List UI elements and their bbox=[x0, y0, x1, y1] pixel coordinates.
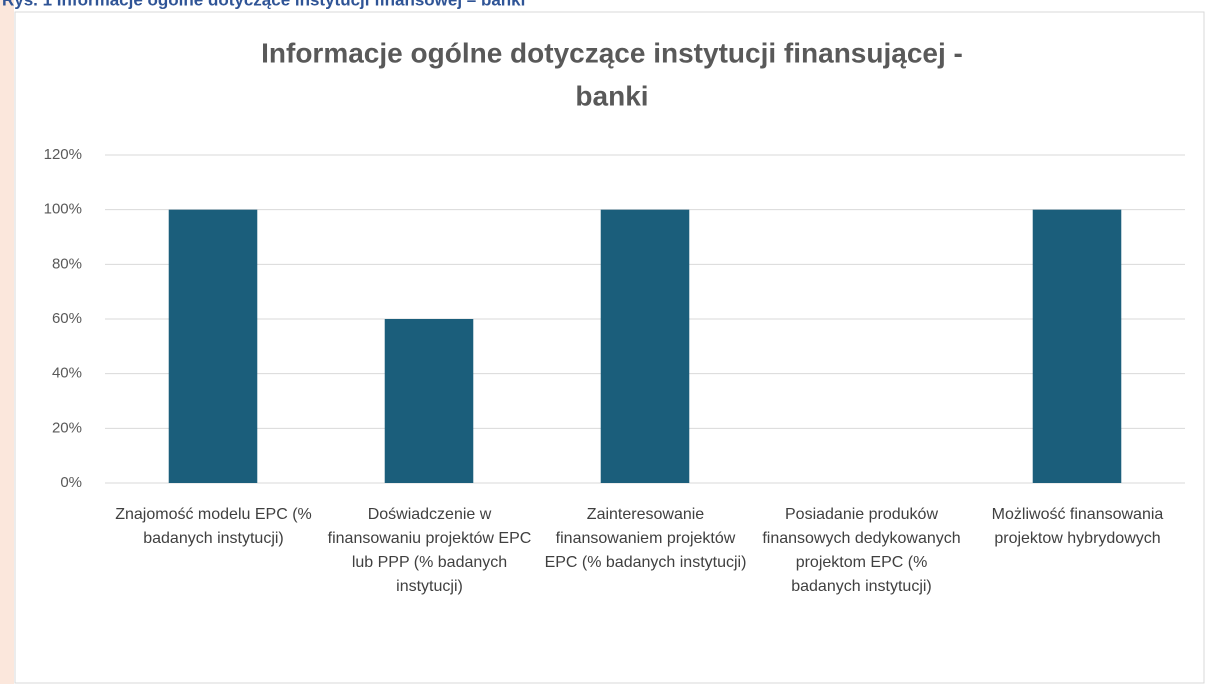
bar bbox=[168, 209, 258, 483]
x-tick-label: Posiadanie produków finansowych dedykowa… bbox=[762, 506, 961, 595]
x-tick-label: Możliwość finansowania projektow hybrydo… bbox=[991, 506, 1164, 547]
x-tick-label: Znajomość modelu EPC (% badanych instytu… bbox=[115, 506, 312, 547]
bar bbox=[384, 319, 474, 483]
bar bbox=[600, 209, 690, 483]
y-tick-label: 0% bbox=[60, 474, 82, 491]
y-tick-label: 80% bbox=[52, 255, 82, 272]
caption-strip bbox=[0, 0, 14, 684]
y-tick-label: 40% bbox=[52, 365, 82, 382]
bar bbox=[1032, 209, 1122, 483]
x-tick-label: Doświadczenie w finansowaniu projektów E… bbox=[327, 506, 532, 595]
y-tick-label: 60% bbox=[52, 310, 82, 327]
chart-title: banki bbox=[575, 80, 648, 111]
caption: Rys. 1 Informacje ogólne dotyczące insty… bbox=[2, 0, 525, 9]
y-tick-label: 120% bbox=[44, 146, 82, 163]
chart-title: Informacje ogólne dotyczące instytucji f… bbox=[261, 37, 963, 68]
x-tick-label: Zainteresowanie finansowaniem projektów … bbox=[544, 506, 747, 571]
y-tick-label: 100% bbox=[44, 201, 82, 218]
y-tick-label: 20% bbox=[52, 419, 82, 436]
